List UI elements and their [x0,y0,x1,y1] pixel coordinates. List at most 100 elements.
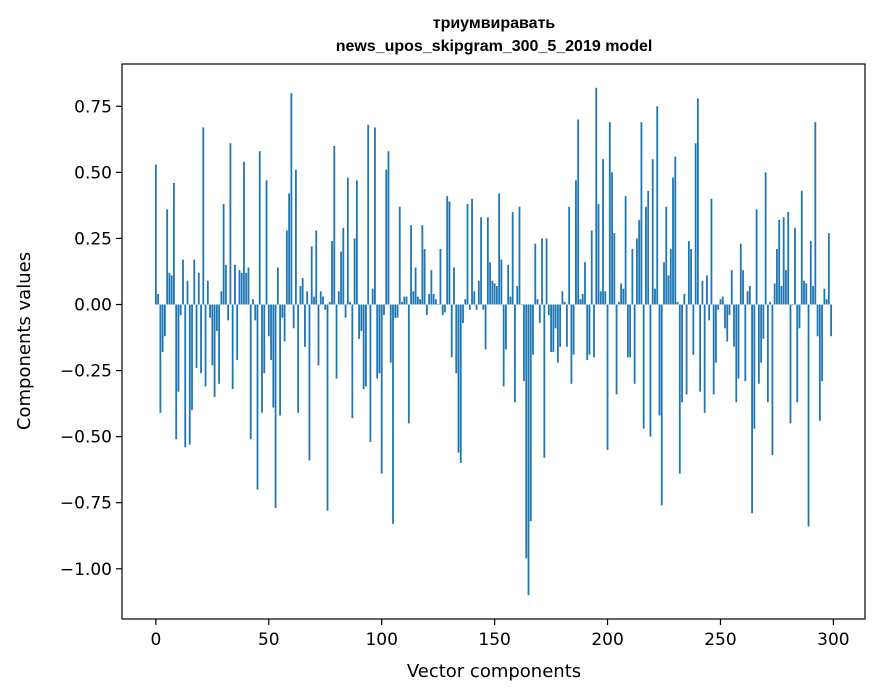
bar-257 [735,304,738,403]
bar-51 [270,304,272,360]
bar-81 [337,291,340,305]
bar-297 [825,299,828,305]
bar-281 [789,304,792,424]
bar-79 [333,145,336,305]
bar-76 [326,304,329,511]
bar-32 [227,304,230,321]
bar-13 [184,304,187,448]
bar-228 [669,249,672,305]
x-tick-label: 200 [591,630,623,650]
bar-175 [550,304,552,353]
bar-84 [344,304,347,318]
bar-105 [392,304,394,524]
bar-199 [604,291,607,305]
bar-271 [766,304,769,403]
bar-87 [351,304,354,419]
bar-288 [805,283,808,305]
bar-38 [240,272,243,305]
bar-39 [243,161,245,305]
bar-149 [491,280,494,305]
bar-63 [297,304,300,413]
bar-24 [209,304,211,318]
bar-57 [283,304,286,342]
y-tick-label: 0.00 [74,296,112,316]
bar-2 [159,304,162,413]
bar-80 [335,304,338,379]
bar-144 [480,217,482,305]
bar-196 [597,204,600,305]
bar-296 [823,288,826,305]
bar-121 [428,293,431,305]
bar-218 [647,190,650,305]
bar-165 [527,304,530,596]
bar-283 [794,227,796,305]
bar-226 [665,206,668,305]
bar-97 [374,127,376,305]
bar-261 [744,304,747,382]
bar-192 [588,304,591,355]
bar-0 [154,164,157,305]
bar-249 [717,304,720,310]
bar-222 [656,106,659,305]
bar-49 [265,180,268,305]
bar-148 [489,262,492,305]
bar-103 [387,151,390,305]
bar-127 [441,304,444,316]
bar-54 [276,267,279,305]
bar-93 [364,304,367,387]
chart-subtitle: news_upos_skipgram_300_5_2019 model [336,38,653,55]
bar-52 [272,304,275,408]
bar-112 [407,304,410,424]
bar-200 [606,304,609,450]
bar-53 [274,304,277,508]
bar-251 [721,296,724,305]
bar-237 [690,249,693,305]
bar-83 [342,227,345,305]
bar-15 [188,304,191,445]
bar-35 [234,264,236,305]
bar-43 [252,299,254,305]
bar-113 [410,225,412,305]
bar-65 [301,278,304,305]
bar-272 [769,301,772,305]
bar-250 [719,299,722,305]
bar-12 [182,259,184,305]
bar-69 [310,246,313,305]
bar-207 [622,288,625,305]
bar-258 [737,304,740,379]
bar-195 [595,87,598,305]
bar-89 [355,180,358,305]
bar-214 [638,219,641,305]
bar-224 [660,304,663,506]
bar-137 [464,299,467,305]
bar-246 [710,198,713,305]
bar-268 [760,304,763,363]
bar-161 [518,206,521,305]
bar-208 [624,196,627,305]
bar-245 [708,304,711,321]
x-tick-label: 250 [704,630,736,650]
bar-194 [593,304,595,358]
bar-284 [796,304,799,403]
bar-78 [331,241,333,305]
bar-142 [475,304,478,310]
bar-92 [362,304,365,390]
bar-204 [615,304,618,395]
bar-145 [482,304,485,310]
bar-293 [816,304,819,337]
bar-122 [430,270,433,305]
bar-94 [367,124,370,305]
bar-262 [746,291,749,305]
bar-86 [349,301,351,305]
bar-264 [751,304,753,514]
bar-50 [267,304,270,337]
bar-33 [229,143,232,305]
x-tick-label: 0 [150,630,161,650]
x-tick-label: 100 [365,630,397,650]
bar-170 [538,304,541,323]
bar-29 [220,291,223,305]
bar-99 [378,304,381,374]
bar-125 [437,304,440,306]
bar-130 [448,201,451,305]
bar-244 [706,275,708,305]
